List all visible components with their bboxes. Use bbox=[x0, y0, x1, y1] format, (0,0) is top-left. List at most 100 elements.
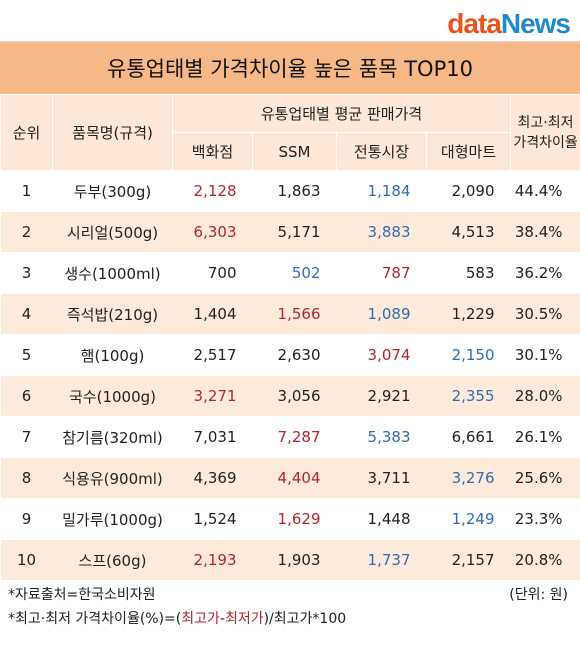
header-dept: 백화점 bbox=[172, 132, 253, 171]
cell-name: 시리얼(500g) bbox=[52, 211, 173, 253]
table-title: 유통업태별 가격차이율 높은 품목 TOP10 bbox=[0, 41, 580, 94]
cell-market: 1,089 bbox=[336, 293, 427, 335]
formula-suffix: )/최고가*100 bbox=[263, 611, 347, 627]
cell-diff: 30.5% bbox=[510, 293, 580, 335]
header-rank: 순위 bbox=[0, 94, 53, 171]
cell-mart: 2,090 bbox=[426, 170, 511, 212]
cell-dept: 1,404 bbox=[172, 293, 253, 335]
table-row: 7 참기름(320ml) 7,031 7,287 5,383 6,661 26.1% bbox=[0, 416, 580, 458]
logo-part-news: News bbox=[500, 8, 571, 39]
footnote-formula: *최고·최저 가격차이율(%)=(최고가-최저가)/최고가*100 bbox=[8, 608, 346, 628]
header-market: 전통시장 bbox=[336, 132, 427, 171]
cell-diff: 25.6% bbox=[510, 457, 580, 499]
cell-mart: 6,661 bbox=[426, 416, 511, 458]
cell-rank: 1 bbox=[0, 170, 53, 212]
cell-dept: 7,031 bbox=[172, 416, 253, 458]
cell-name: 스프(60g) bbox=[52, 539, 173, 581]
header-group: 유통업태별 평균 판매가격 bbox=[171, 94, 512, 133]
cell-mart: 1,249 bbox=[426, 498, 511, 540]
cell-ssm: 1,629 bbox=[252, 498, 337, 540]
cell-ssm: 5,171 bbox=[252, 211, 337, 253]
cell-mart: 1,229 bbox=[426, 293, 511, 335]
cell-ssm: 502 bbox=[252, 252, 337, 294]
price-table: 순위 품목명(규격) 유통업태별 평균 판매가격 최고·최저 가격차이율 백화점… bbox=[0, 94, 580, 581]
cell-rank: 2 bbox=[0, 211, 53, 253]
cell-diff: 38.4% bbox=[510, 211, 580, 253]
cell-mart: 2,157 bbox=[426, 539, 511, 581]
cell-diff: 23.3% bbox=[510, 498, 580, 540]
cell-ssm: 3,056 bbox=[252, 375, 337, 417]
cell-diff: 30.1% bbox=[510, 334, 580, 376]
cell-market: 3,711 bbox=[336, 457, 427, 499]
cell-name: 식용유(900ml) bbox=[52, 457, 173, 499]
cell-rank: 10 bbox=[0, 539, 53, 581]
cell-diff: 44.4% bbox=[510, 170, 580, 212]
formula-dash: - bbox=[219, 611, 225, 627]
cell-mart: 2,150 bbox=[426, 334, 511, 376]
formula-prefix: *최고·최저 가격차이율(%)=( bbox=[8, 611, 182, 627]
cell-name: 국수(1000g) bbox=[52, 375, 173, 417]
cell-mart: 3,276 bbox=[426, 457, 511, 499]
cell-diff: 28.0% bbox=[510, 375, 580, 417]
cell-name: 생수(1000ml) bbox=[52, 252, 173, 294]
cell-rank: 8 bbox=[0, 457, 53, 499]
cell-dept: 700 bbox=[172, 252, 253, 294]
cell-market: 3,883 bbox=[336, 211, 427, 253]
cell-dept: 2,128 bbox=[172, 170, 253, 212]
cell-dept: 3,271 bbox=[172, 375, 253, 417]
table-row: 5 햄(100g) 2,517 2,630 3,074 2,150 30.1% bbox=[0, 334, 580, 376]
header-mart: 대형마트 bbox=[425, 132, 512, 171]
table-row: 2 시리얼(500g) 6,303 5,171 3,883 4,513 38.4% bbox=[0, 211, 580, 253]
cell-market: 787 bbox=[336, 252, 427, 294]
cell-market: 1,737 bbox=[336, 539, 427, 581]
cell-market: 2,921 bbox=[336, 375, 427, 417]
table-row: 6 국수(1000g) 3,271 3,056 2,921 2,355 28.0% bbox=[0, 375, 580, 417]
cell-dept: 2,193 bbox=[172, 539, 253, 581]
cell-market: 1,448 bbox=[336, 498, 427, 540]
datanews-logo: dataNews bbox=[447, 8, 571, 40]
cell-rank: 4 bbox=[0, 293, 53, 335]
formula-low: 최저가 bbox=[224, 611, 264, 627]
cell-market: 1,184 bbox=[336, 170, 427, 212]
header-name: 품목명(규격) bbox=[52, 94, 173, 171]
cell-diff: 26.1% bbox=[510, 416, 580, 458]
cell-mart: 4,513 bbox=[426, 211, 511, 253]
cell-name: 즉석밥(210g) bbox=[52, 293, 173, 335]
cell-name: 두부(300g) bbox=[52, 170, 173, 212]
cell-rank: 5 bbox=[0, 334, 53, 376]
cell-name: 햄(100g) bbox=[52, 334, 173, 376]
cell-mart: 2,355 bbox=[426, 375, 511, 417]
table-row: 10 스프(60g) 2,193 1,903 1,737 2,157 20.8% bbox=[0, 539, 580, 581]
logo-part-data: data bbox=[447, 8, 502, 39]
cell-rank: 6 bbox=[0, 375, 53, 417]
cell-ssm: 1,903 bbox=[252, 539, 337, 581]
cell-name: 밀가루(1000g) bbox=[52, 498, 173, 540]
cell-rank: 7 bbox=[0, 416, 53, 458]
cell-ssm: 2,630 bbox=[252, 334, 337, 376]
header-diff: 최고·최저 가격차이율 bbox=[510, 94, 580, 171]
cell-market: 5,383 bbox=[336, 416, 427, 458]
cell-market: 3,074 bbox=[336, 334, 427, 376]
cell-dept: 2,517 bbox=[172, 334, 253, 376]
table-row: 3 생수(1000ml) 700 502 787 583 36.2% bbox=[0, 252, 580, 294]
cell-ssm: 7,287 bbox=[252, 416, 337, 458]
table-row: 8 식용유(900ml) 4,369 4,404 3,711 3,276 25.6% bbox=[0, 457, 580, 499]
cell-name: 참기름(320ml) bbox=[52, 416, 173, 458]
cell-rank: 3 bbox=[0, 252, 53, 294]
footnote-source: *자료출처=한국소비자원 bbox=[8, 587, 156, 603]
cell-ssm: 4,404 bbox=[252, 457, 337, 499]
cell-dept: 4,369 bbox=[172, 457, 253, 499]
cell-diff: 36.2% bbox=[510, 252, 580, 294]
cell-rank: 9 bbox=[0, 498, 53, 540]
cell-mart: 583 bbox=[426, 252, 511, 294]
table-row: 9 밀가루(1000g) 1,524 1,629 1,448 1,249 23.3% bbox=[0, 498, 580, 540]
header-ssm: SSM bbox=[252, 132, 337, 171]
cell-dept: 1,524 bbox=[172, 498, 253, 540]
cell-diff: 20.8% bbox=[510, 539, 580, 581]
cell-dept: 6,303 bbox=[172, 211, 253, 253]
table-row: 4 즉석밥(210g) 1,404 1,566 1,089 1,229 30.5% bbox=[0, 293, 580, 335]
table-body: 1 두부(300g) 2,128 1,863 1,184 2,090 44.4% 2 시리얼(5… bbox=[0, 170, 580, 581]
table-row: 1 두부(300g) 2,128 1,863 1,184 2,090 44.4% bbox=[0, 170, 580, 212]
price-table-wrapper: 유통업태별 가격차이율 높은 품목 TOP10 순위 품목명(규격) 유통업태별… bbox=[0, 41, 580, 581]
cell-ssm: 1,566 bbox=[252, 293, 337, 335]
